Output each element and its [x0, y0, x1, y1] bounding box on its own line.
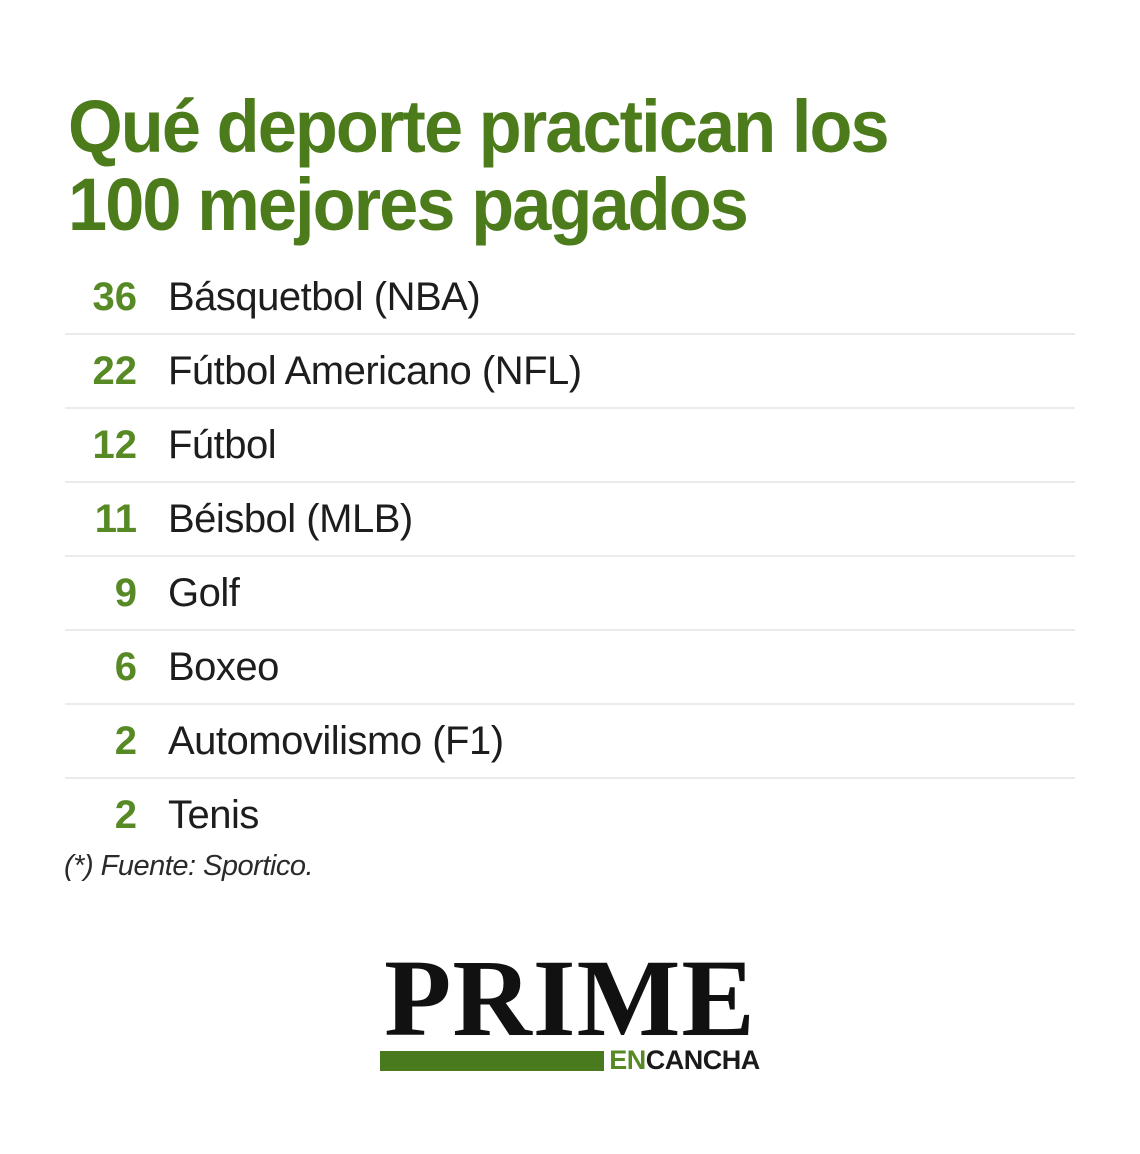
list-item: 6 Boxeo [65, 631, 1075, 705]
row-label: Boxeo [168, 644, 279, 689]
row-label: Automovilismo (F1) [168, 718, 504, 763]
row-label: Tenis [168, 792, 259, 837]
logo-tagline-cancha: CANCHA [645, 1045, 761, 1075]
prime-wordmark: PRIME [384, 937, 756, 1059]
sports-list: 36 Básquetbol (NBA) 22 Fútbol Americano (NF… [65, 261, 1075, 851]
row-value: 12 [92, 422, 138, 467]
row-label: Fútbol [168, 422, 277, 467]
row-value: 6 [114, 644, 137, 689]
page-title-line-1: Qué deporte practican los [68, 84, 890, 168]
logo-tagline-row: EN CANCHA [380, 1045, 761, 1075]
row-label: Golf [168, 570, 240, 615]
source-footnote: (*) Fuente: Sportico. [64, 850, 314, 882]
row-value: 36 [92, 274, 138, 319]
list-item: 9 Golf [65, 557, 1075, 631]
list-item: 12 Fútbol [65, 409, 1075, 483]
row-label: Béisbol (MLB) [168, 496, 413, 541]
list-item: 36 Básquetbol (NBA) [65, 261, 1075, 335]
list-item: 2 Automovilismo (F1) [65, 705, 1075, 779]
list-item: 11 Béisbol (MLB) [65, 483, 1075, 557]
logo-underline-bar [380, 1051, 605, 1071]
row-label: Fútbol Americano (NFL) [168, 348, 582, 393]
logo-tagline-en: EN [609, 1045, 646, 1075]
list-item: 22 Fútbol Americano (NFL) [65, 335, 1075, 409]
list-item: 2 Tenis [65, 779, 1075, 851]
row-label: Básquetbol (NBA) [168, 274, 481, 319]
row-value: 11 [94, 496, 137, 541]
row-value: 22 [92, 348, 138, 393]
page-title-line-2: 100 mejores pagados [68, 162, 749, 246]
row-value: 2 [114, 718, 137, 763]
page-title: Qué deporte practican los 100 mejores pa… [68, 84, 890, 246]
row-value: 2 [114, 792, 137, 837]
row-value: 9 [114, 570, 137, 615]
prime-encancha-logo: PRIME EN CANCHA [0, 937, 1140, 1075]
